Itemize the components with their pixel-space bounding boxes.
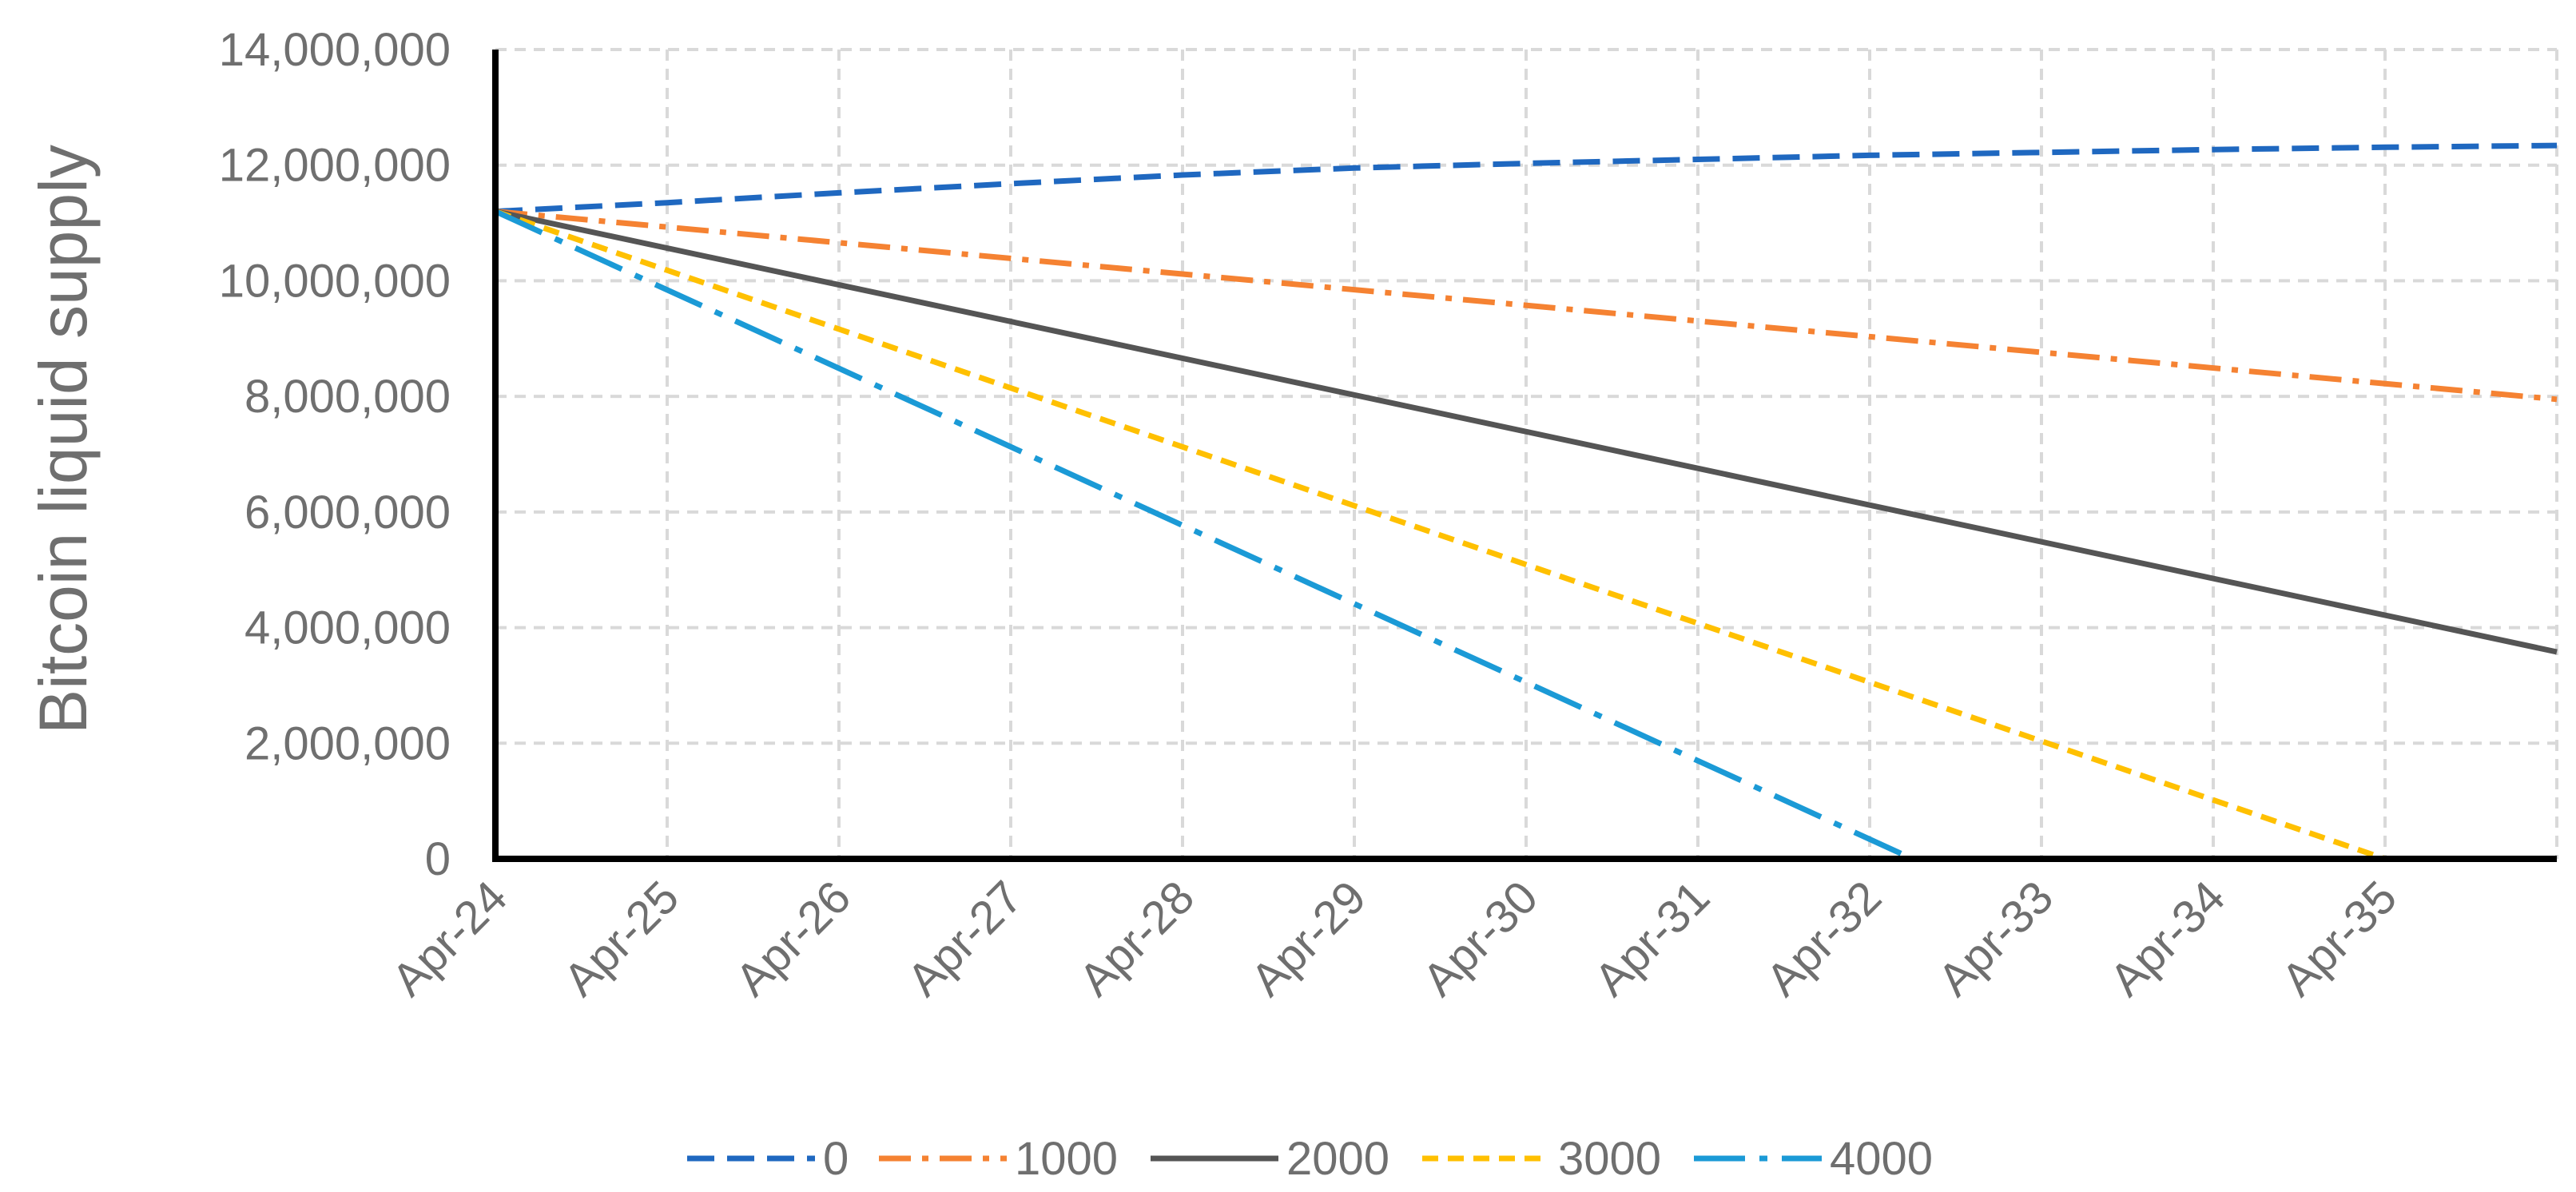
- x-tick-label: Apr-30: [1413, 871, 1548, 1006]
- series-line-1000: [495, 209, 2558, 403]
- axes: [492, 50, 2557, 862]
- y-tick-label: 2,000,000: [244, 717, 451, 769]
- series-line-2000: [495, 209, 2558, 655]
- x-tick-label: Apr-24: [382, 871, 517, 1006]
- legend-label-2000: 2000: [1286, 1133, 1389, 1185]
- y-tick-label: 14,000,000: [219, 24, 451, 76]
- y-tick-label: 10,000,000: [219, 255, 451, 307]
- x-tick-label: Apr-25: [554, 871, 689, 1006]
- series-line-3000: [494, 209, 2387, 862]
- y-tick-label: 8,000,000: [244, 371, 451, 423]
- x-axis-ticks: Apr-24 Apr-25 Apr-26 Apr-27 Apr-28 Apr-29 Apr-…: [382, 871, 2407, 1006]
- x-tick-label: Apr-31: [1584, 871, 1719, 1006]
- series-line-4000: [494, 209, 1914, 862]
- x-tick-label: Apr-33: [1928, 871, 2063, 1006]
- legend-item-3000: 3000: [1422, 1133, 1661, 1185]
- legend-item-0: 0: [687, 1133, 849, 1185]
- legend-label-0: 0: [823, 1133, 849, 1185]
- x-tick-label: Apr-32: [1756, 871, 1891, 1006]
- y-axis-label: Bitcoin liquid supply: [26, 145, 101, 734]
- legend-label-4000: 4000: [1830, 1133, 1933, 1185]
- x-tick-label: Apr-29: [1241, 871, 1376, 1006]
- legend-item-2000: 2000: [1151, 1133, 1389, 1185]
- legend-label-3000: 3000: [1558, 1133, 1661, 1185]
- legend-item-4000: 4000: [1694, 1133, 1933, 1185]
- series-lines: [494, 142, 2558, 862]
- x-tick-label: Apr-27: [897, 871, 1032, 1006]
- legend: 0 1000 2000 3000 4000: [687, 1133, 1933, 1185]
- x-tick-label: Apr-34: [2100, 871, 2235, 1006]
- y-tick-label: 6,000,000: [244, 487, 451, 538]
- gridlines: [495, 48, 2558, 859]
- x-tick-label: Apr-26: [725, 871, 861, 1006]
- y-axis-ticks: 0 2,000,000 4,000,000 6,000,000 8,000,000 10,…: [219, 24, 451, 885]
- y-tick-label: 12,000,000: [219, 140, 451, 192]
- series-line-0: [495, 142, 2558, 215]
- legend-item-1000: 1000: [879, 1133, 1118, 1185]
- x-tick-label: Apr-28: [1069, 871, 1204, 1006]
- y-tick-label: 4,000,000: [244, 602, 451, 654]
- legend-label-1000: 1000: [1015, 1133, 1118, 1185]
- y-tick-label: 0: [425, 833, 451, 885]
- x-tick-label: Apr-35: [2272, 871, 2407, 1006]
